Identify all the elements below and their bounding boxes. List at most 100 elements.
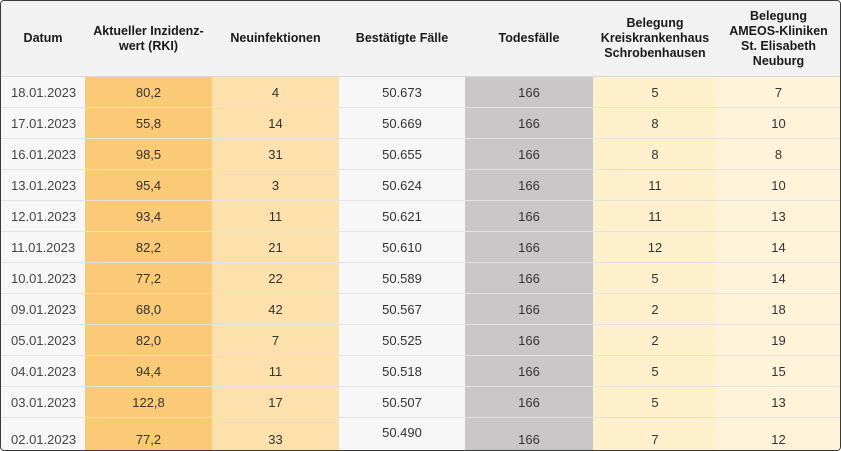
cell-bestaetigte-faelle: 50.589 (339, 262, 465, 294)
cell-belegung-ameos: 19 (717, 324, 840, 356)
cell-datum: 09.01.2023 (1, 293, 85, 325)
cell-belegung-ameos: 14 (717, 262, 840, 294)
cell-bestaetigte-faelle: 50.490 (339, 417, 465, 450)
cell-todesfaelle: 166 (465, 76, 593, 108)
cell-neuinfektionen: 4 (212, 76, 339, 108)
cell-neuinfektionen: 3 (212, 169, 339, 201)
header-datum[interactable]: Datum (1, 1, 85, 77)
cell-belegung-ameos: 8 (717, 138, 840, 170)
cell-datum: 04.01.2023 (1, 355, 85, 387)
cell-belegung-ameos: 10 (717, 169, 840, 201)
cell-bestaetigte-faelle: 50.621 (339, 200, 465, 232)
cell-todesfaelle: 166 (465, 200, 593, 232)
cell-belegung-schrobenhausen: 12 (593, 231, 717, 263)
table-row: 04.01.2023 94,4 11 50.518 166 5 15 (1, 355, 840, 387)
cell-bestaetigte-faelle: 50.567 (339, 293, 465, 325)
cell-todesfaelle: 166 (465, 262, 593, 294)
table-row: 12.01.2023 93,4 11 50.621 166 11 13 (1, 200, 840, 232)
table-row: 17.01.2023 55,8 14 50.669 166 8 10 (1, 107, 840, 139)
cell-bestaetigte-faelle: 50.518 (339, 355, 465, 387)
cell-belegung-schrobenhausen: 8 (593, 107, 717, 139)
cell-datum: 13.01.2023 (1, 169, 85, 201)
cell-neuinfektionen: 14 (212, 107, 339, 139)
cell-datum: 16.01.2023 (1, 138, 85, 170)
cell-inzidenzwert: 122,8 (85, 386, 212, 418)
header-neuinfektionen[interactable]: Neuinfektionen (212, 1, 339, 77)
cell-inzidenzwert: 77,2 (85, 417, 212, 450)
header-belegung-ameos[interactable]: Belegung AMEOS-Kliniken St. Elisabeth Neubu… (717, 1, 840, 77)
cell-belegung-ameos: 18 (717, 293, 840, 325)
cell-belegung-schrobenhausen: 11 (593, 200, 717, 232)
cell-belegung-ameos: 13 (717, 200, 840, 232)
cell-neuinfektionen: 21 (212, 231, 339, 263)
cell-datum: 02.01.2023 (1, 417, 85, 450)
cell-bestaetigte-faelle: 50.673 (339, 76, 465, 108)
cell-belegung-schrobenhausen: 11 (593, 169, 717, 201)
header-row: Datum Aktueller Inzidenz-wert (RKI) Neui… (1, 1, 840, 77)
cell-datum: 17.01.2023 (1, 107, 85, 139)
cell-belegung-schrobenhausen: 2 (593, 293, 717, 325)
cell-neuinfektionen: 31 (212, 138, 339, 170)
cell-belegung-ameos: 14 (717, 231, 840, 263)
cell-todesfaelle: 166 (465, 138, 593, 170)
cell-belegung-ameos: 15 (717, 355, 840, 387)
cell-inzidenzwert: 68,0 (85, 293, 212, 325)
cell-todesfaelle: 166 (465, 169, 593, 201)
cell-bestaetigte-faelle: 50.669 (339, 107, 465, 139)
cell-datum: 18.01.2023 (1, 76, 85, 108)
cell-inzidenzwert: 55,8 (85, 107, 212, 139)
cell-bestaetigte-faelle: 50.507 (339, 386, 465, 418)
cell-neuinfektionen: 42 (212, 293, 339, 325)
cell-datum: 05.01.2023 (1, 324, 85, 356)
header-inzidenzwert[interactable]: Aktueller Inzidenz-wert (RKI) (85, 1, 212, 77)
cell-inzidenzwert: 94,4 (85, 355, 212, 387)
cell-bestaetigte-faelle: 50.525 (339, 324, 465, 356)
cell-belegung-schrobenhausen: 5 (593, 262, 717, 294)
cell-datum: 10.01.2023 (1, 262, 85, 294)
table-row: 02.01.2023 77,2 33 50.490 166 7 12 (1, 417, 840, 450)
cell-datum: 03.01.2023 (1, 386, 85, 418)
cell-belegung-schrobenhausen: 5 (593, 76, 717, 108)
cell-neuinfektionen: 11 (212, 200, 339, 232)
cell-bestaetigte-faelle: 50.610 (339, 231, 465, 263)
cell-todesfaelle: 166 (465, 293, 593, 325)
cell-inzidenzwert: 98,5 (85, 138, 212, 170)
cell-belegung-ameos: 13 (717, 386, 840, 418)
cell-todesfaelle: 166 (465, 107, 593, 139)
cell-inzidenzwert: 80,2 (85, 76, 212, 108)
table-row: 03.01.2023 122,8 17 50.507 166 5 13 (1, 386, 840, 418)
cell-bestaetigte-faelle: 50.655 (339, 138, 465, 170)
table-body: 18.01.2023 80,2 4 50.673 166 5 7 17.01.2023 55,8… (1, 76, 840, 450)
cell-belegung-schrobenhausen: 2 (593, 324, 717, 356)
table-row: 10.01.2023 77,2 22 50.589 166 5 14 (1, 262, 840, 294)
table-row: 16.01.2023 98,5 31 50.655 166 8 8 (1, 138, 840, 170)
cell-belegung-schrobenhausen: 5 (593, 386, 717, 418)
cell-belegung-ameos: 12 (717, 417, 840, 450)
cell-belegung-schrobenhausen: 5 (593, 355, 717, 387)
cell-datum: 12.01.2023 (1, 200, 85, 232)
cell-neuinfektionen: 7 (212, 324, 339, 356)
table-row: 09.01.2023 68,0 42 50.567 166 2 18 (1, 293, 840, 325)
cell-inzidenzwert: 77,2 (85, 262, 212, 294)
cell-neuinfektionen: 33 (212, 417, 339, 450)
cell-belegung-schrobenhausen: 7 (593, 417, 717, 450)
cell-bestaetigte-faelle: 50.624 (339, 169, 465, 201)
table-header: Datum Aktueller Inzidenz-wert (RKI) Neui… (1, 1, 840, 77)
cell-belegung-schrobenhausen: 8 (593, 138, 717, 170)
cell-inzidenzwert: 82,2 (85, 231, 212, 263)
cell-inzidenzwert: 95,4 (85, 169, 212, 201)
cell-inzidenzwert: 93,4 (85, 200, 212, 232)
header-belegung-schrobenhausen[interactable]: Belegung Kreiskrankenhaus Schrobenhausen (593, 1, 717, 77)
cell-todesfaelle: 166 (465, 231, 593, 263)
header-bestaetigte-faelle[interactable]: Bestätigte Fälle (339, 1, 465, 77)
cell-neuinfektionen: 22 (212, 262, 339, 294)
cell-neuinfektionen: 11 (212, 355, 339, 387)
cell-todesfaelle: 166 (465, 324, 593, 356)
header-todesfaelle[interactable]: Todesfälle (465, 1, 593, 77)
cell-belegung-ameos: 7 (717, 76, 840, 108)
cell-todesfaelle: 166 (465, 386, 593, 418)
table-row: 11.01.2023 82,2 21 50.610 166 12 14 (1, 231, 840, 263)
table-row: 18.01.2023 80,2 4 50.673 166 5 7 (1, 76, 840, 108)
